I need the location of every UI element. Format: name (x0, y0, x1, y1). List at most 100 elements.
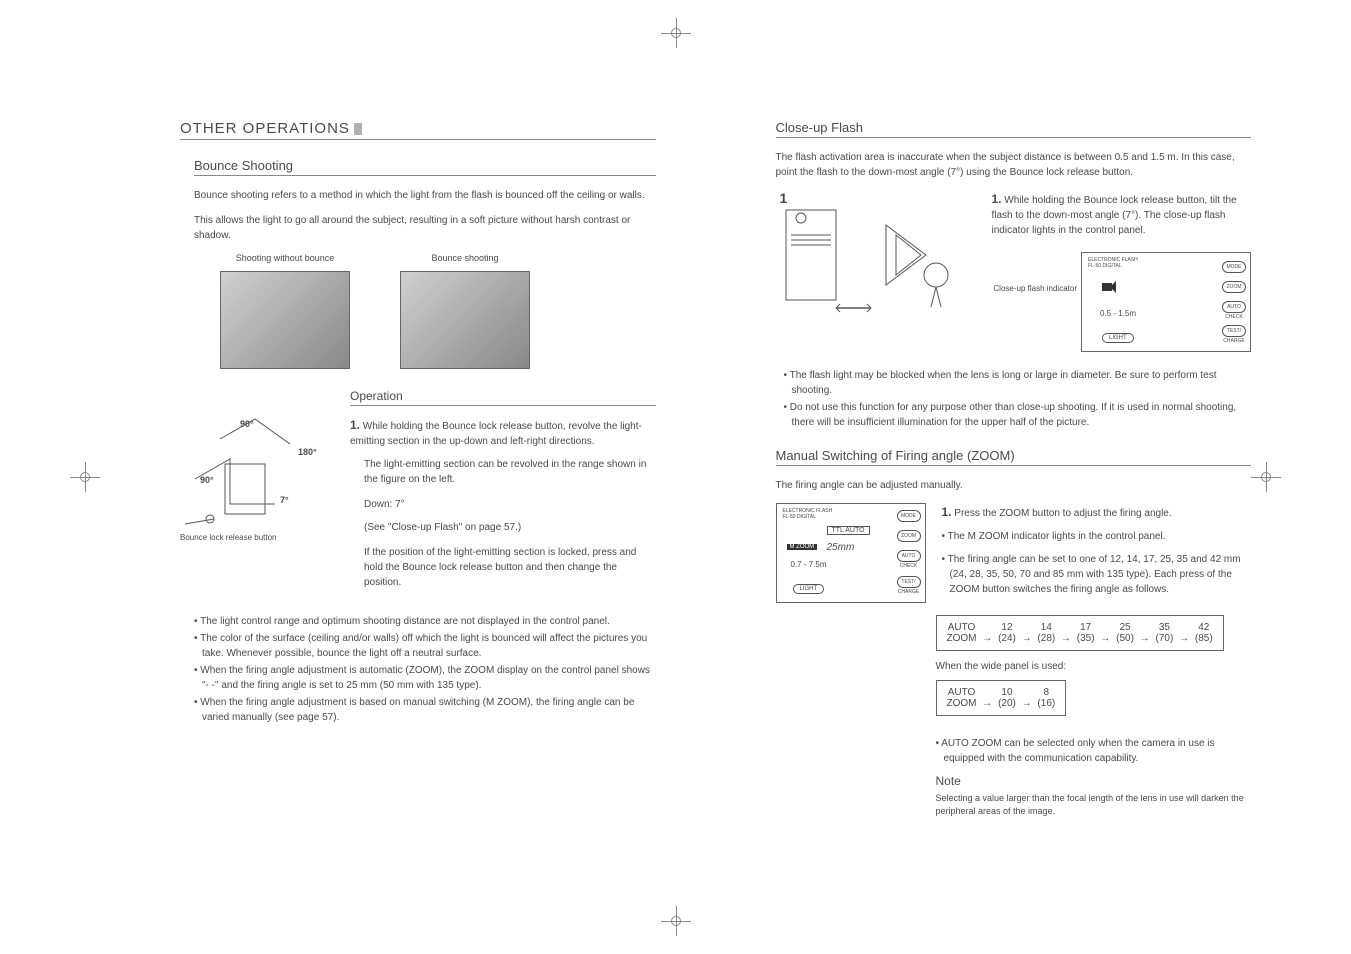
zoom-step-5: 42(85) (1195, 622, 1213, 644)
note-heading: Note (936, 774, 1252, 788)
cp2-title: ELECTRONIC FLASHFL-50 DIGITAL (783, 508, 833, 520)
bounce-para1: Bounce shooting refers to a method in wh… (194, 188, 656, 203)
crop-mark-left (70, 462, 100, 492)
cp2-dist: 0.7 - 7.5m (791, 560, 827, 569)
cp-light: LIGHT (1102, 333, 1134, 343)
page-spread: OTHER OPERATIONS Bounce Shooting Bounce … (180, 120, 1251, 817)
cp2-mm: 25mm (827, 542, 855, 553)
flash-angle-diagram: 90° 180° 90° 7° (180, 389, 330, 529)
zoom-step-4: 35(70) (1156, 622, 1174, 644)
op1-text: While holding the Bounce lock release bu… (350, 421, 642, 447)
closeup-bullet-0: The flash light may be blocked when the … (784, 368, 1252, 398)
closeup-bullets: The flash light may be blocked when the … (784, 368, 1252, 430)
cp2-mzoom: M ZOOM (787, 544, 818, 550)
manual-heading: Manual Switching of Firing angle (ZOOM) (776, 448, 1252, 466)
left-bullet-1: The color of the surface (ceiling and/or… (194, 631, 656, 661)
manual-para: The firing angle can be adjusted manuall… (776, 478, 1252, 493)
zoom-text-col: 1. Press the ZOOM button to adjust the f… (942, 503, 1252, 605)
auto-zoom-bullet: • AUTO ZOOM can be selected only when th… (936, 736, 1252, 766)
left-bullet-list: The light control range and optimum shoo… (194, 614, 656, 725)
photo-with-bounce (400, 271, 530, 369)
zoom-step-1: 14(28) (1037, 622, 1055, 644)
closeup-step-1: 1. While holding the Bounce lock release… (992, 190, 1252, 238)
op1b-text: The light-emitting section can be revolv… (350, 457, 656, 487)
operation-text-block: Operation 1. While holding the Bounce lo… (350, 389, 656, 598)
release-button-caption: Bounce lock release button (180, 533, 330, 542)
bounce-para2: This allows the light to go all around t… (194, 213, 656, 243)
left-bullet-3: When the firing angle adjustment is base… (194, 695, 656, 725)
left-page: OTHER OPERATIONS Bounce Shooting Bounce … (180, 120, 656, 817)
crop-mark-bottom (661, 906, 691, 936)
cp-zoom-btn: ZOOM (1222, 281, 1246, 293)
wide-panel-label: When the wide panel is used: (936, 661, 1252, 672)
control-panel-closeup: ELECTRONIC FLASHFL-50 DIGITAL 0.5 - 1.5m… (1081, 252, 1251, 352)
arrow-icon: → (982, 633, 992, 644)
photo-without-bounce (220, 271, 350, 369)
op-down: Down: 7° (350, 497, 656, 512)
flash-beam-diagram: 1 (776, 190, 976, 320)
photo-comparison-row: Shooting without bounce Bounce shooting (220, 253, 656, 369)
cp-auto-btn: AUTOCHECK (1222, 301, 1246, 313)
arrow-icon: → (1140, 633, 1150, 644)
manual1-text: Press the ZOOM button to adjust the firi… (954, 508, 1171, 519)
wide-flow-diagram: AUTOZOOM → 10(20) → 8(16) (936, 680, 1067, 716)
photo-box-2: Bounce shooting (400, 253, 530, 369)
cp-mode-btn: MODE (1222, 261, 1246, 273)
op-locked: If the position of the light-emitting se… (350, 545, 656, 590)
manual-b2: • The firing angle can be set to one of … (942, 552, 1252, 597)
crop-mark-right (1251, 462, 1281, 492)
arrow-icon: → (1179, 633, 1189, 644)
arrow-icon: → (1100, 633, 1110, 644)
closeup-heading: Close-up Flash (776, 120, 1252, 138)
left-bullet-2: When the firing angle adjustment is auto… (194, 663, 656, 693)
arrow-icon: → (1022, 633, 1032, 644)
closeup-row: 1 1. While (776, 190, 1252, 352)
zoom-section: ELECTRONIC FLASHFL-50 DIGITAL TTL AUTO M… (776, 503, 1252, 605)
wide-start: AUTOZOOM (947, 687, 977, 709)
control-panel-zoom: ELECTRONIC FLASHFL-50 DIGITAL TTL AUTO M… (776, 503, 926, 603)
wide-step-0: 10(20) (998, 687, 1016, 709)
zoom-start: AUTOZOOM (947, 622, 977, 644)
bounce-heading: Bounce Shooting (194, 158, 656, 176)
closeup1-text: While holding the Bounce lock release bu… (992, 195, 1237, 236)
wide-step-1: 8(16) (1037, 687, 1055, 709)
cp-test-btn: TEST/CHARGE (1222, 325, 1246, 337)
zoom-step-0: 12(24) (998, 622, 1016, 644)
arrow-icon: → (1061, 633, 1071, 644)
cp-title: ELECTRONIC FLASHFL-50 DIGITAL (1088, 257, 1138, 269)
indicator-row: Close-up flash indicator ELECTRONIC FLAS… (992, 246, 1252, 352)
arrow-icon: → (982, 698, 992, 709)
closeup-bullet-1: Do not use this function for any purpose… (784, 400, 1252, 430)
closeup-right-col: 1. While holding the Bounce lock release… (992, 190, 1252, 352)
cp-dist: 0.5 - 1.5m (1100, 309, 1136, 318)
main-heading: OTHER OPERATIONS (180, 120, 656, 140)
manual-b1: • The M ZOOM indicator lights in the con… (942, 529, 1252, 544)
cp2-light: LIGHT (793, 584, 825, 594)
angle-diagram-svg (180, 389, 330, 529)
operation-section: 90° 180° 90° 7° Bounce lock release butt… (180, 389, 656, 598)
op-see: (See "Close-up Flash" on page 57.) (350, 520, 656, 535)
cp2-mode: MODE (897, 510, 921, 522)
flash-beam-svg (776, 200, 976, 330)
closeup-indicator-icon (1100, 281, 1118, 295)
photo-caption-1: Shooting without bounce (220, 253, 350, 263)
zoom-step-3: 25(50) (1116, 622, 1134, 644)
photo-caption-2: Bounce shooting (400, 253, 530, 263)
operation-heading: Operation (350, 389, 656, 406)
cp2-test: TEST/CHARGE (897, 576, 921, 588)
manual-step-1: 1. Press the ZOOM button to adjust the f… (942, 503, 1252, 521)
arrow-icon: → (1022, 698, 1032, 709)
crop-mark-top (661, 18, 691, 48)
right-page: Close-up Flash The flash activation area… (776, 120, 1252, 817)
indicator-label: Close-up flash indicator (992, 284, 1082, 293)
left-bullet-0: The light control range and optimum shoo… (194, 614, 656, 629)
zoom-flow-diagram: AUTOZOOM → 12(24) → 14(28) → 17(35) → 25… (936, 615, 1224, 651)
closeup-para: The flash activation area is inaccurate … (776, 150, 1252, 180)
note-text: Selecting a value larger than the focal … (936, 792, 1252, 817)
cp2-auto: AUTOCHECK (897, 550, 921, 562)
zoom-step-2: 17(35) (1077, 622, 1095, 644)
flash-angle-diagram-wrapper: 90° 180° 90° 7° Bounce lock release butt… (180, 389, 330, 598)
cp2-ttl: TTL AUTO (827, 526, 870, 535)
operation-step-1: 1. While holding the Bounce lock release… (350, 416, 656, 449)
cp2-zoom: ZOOM (897, 530, 921, 542)
